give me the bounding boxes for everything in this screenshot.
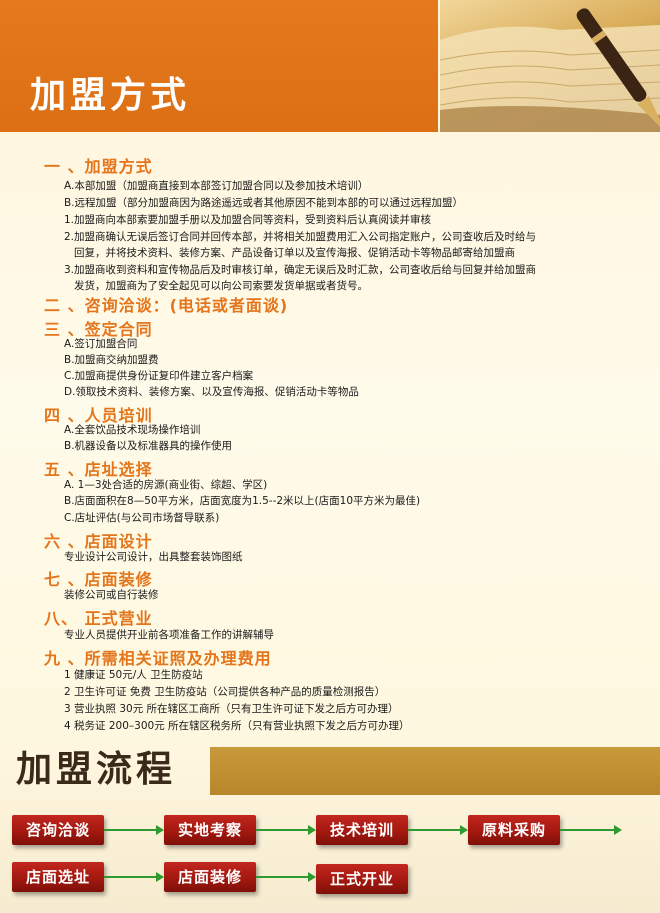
flow-arrow xyxy=(104,872,164,882)
flow-step-inspect: 实地考察 xyxy=(164,815,256,845)
section-4-line: A.全套饮品技术现场操作培训 xyxy=(64,424,201,436)
section-6-line: 专业设计公司设计，出具整套装饰图纸 xyxy=(64,551,243,563)
flow-step-site-selection: 店面选址 xyxy=(12,862,104,892)
section-3-line: B.加盟商交纳加盟费 xyxy=(64,354,159,366)
section-title-6: 六 、店面设计 xyxy=(44,532,153,551)
section-title-3: 三 、签定合同 xyxy=(44,320,153,339)
section-3-line: A.签订加盟合同 xyxy=(64,338,138,350)
flow-step-decoration: 店面装修 xyxy=(164,862,256,892)
section-title-4: 四 、人员培训 xyxy=(44,406,153,425)
section-3-line: C.加盟商提供身份证复印件建立客户档案 xyxy=(64,370,254,382)
section-title-5: 五 、店址选择 xyxy=(44,460,153,479)
section-1-line: 1.加盟商向本部索要加盟手册以及加盟合同等资料，受到资料后认真阅读并审核 xyxy=(64,214,432,226)
section-title-8: 八、 正式营业 xyxy=(44,609,153,628)
flow-arrow xyxy=(104,825,164,835)
section-title-2: 二 、咨询洽谈：(电话或者面谈) xyxy=(44,296,289,315)
flow-step-opening: 正式开业 xyxy=(316,864,408,894)
flow-arrow xyxy=(256,825,316,835)
section-5-line: B.店面面积在8—50平方米，店面宽度为1.5--2米以上(店面10平方米为最佳… xyxy=(64,495,421,507)
section-8-line: 专业人员提供开业前各项准备工作的讲解辅导 xyxy=(64,629,274,641)
section-1-line: 3.加盟商收到资料和宣传物品后及时审核订单，确定无误后及时汇款，公司查收后给与回… xyxy=(64,264,537,276)
section-5-line: C.店址评估(与公司市场督导联系) xyxy=(64,512,220,524)
section-9-line: 1 健康证 50元/人 卫生防疫站 xyxy=(64,669,203,681)
flow-step-purchase: 原料采购 xyxy=(468,815,560,845)
section-9-line: 4 税务证 200–300元 所在辖区税务所（只有营业执照下发之后方可办理） xyxy=(64,720,410,732)
flow-step-training: 技术培训 xyxy=(316,815,408,845)
fountain-pen-photo xyxy=(440,0,660,132)
flow-title: 加盟流程 xyxy=(16,749,177,790)
flow-step-consult: 咨询洽谈 xyxy=(12,815,104,845)
page-title: 加盟方式 xyxy=(30,75,191,116)
section-1-line: A.本部加盟（加盟商直接到本部签订加盟合同以及参加技术培训） xyxy=(64,180,369,192)
flow-title-band xyxy=(210,747,660,795)
section-5-line: A. 1—3处合适的房源(商业街、综超、学区) xyxy=(64,479,268,491)
section-title-7: 七 、店面装修 xyxy=(44,570,153,589)
flow-arrow xyxy=(408,825,468,835)
section-1-line: 发货，加盟商为了安全起见可以向公司索要发货单据或者货号。 xyxy=(74,280,368,292)
section-title-9: 九 、所需相关证照及办理费用 xyxy=(44,649,272,668)
flow-arrow xyxy=(256,872,316,882)
section-9-line: 2 卫生许可证 免费 卫生防疫站（公司提供各种产品的质量检测报告） xyxy=(64,686,386,698)
section-1-line: B.远程加盟（部分加盟商因为路途遥远或者其他原因不能到本部的可以通过远程加盟） xyxy=(64,197,464,209)
section-1-line: 2.加盟商确认无误后签订合同并回传本部，并将相关加盟费用汇入公司指定账户，公司查… xyxy=(64,231,537,243)
section-1-line: 回复，并将技术资料、装修方案、产品设备订单以及宣传海报、促销活动卡等物品邮寄给加… xyxy=(74,247,515,259)
section-9-line: 3 营业执照 30元 所在辖区工商所（只有卫生许可证下发之后方可办理） xyxy=(64,703,399,715)
section-4-line: B.机器设备以及标准器具的操作使用 xyxy=(64,440,233,452)
header-band: 加盟方式 xyxy=(0,0,438,132)
section-7-line: 装修公司或自行装修 xyxy=(64,589,159,601)
section-3-line: D.领取技术资料、装修方案、以及宣传海报、促销活动卡等物品 xyxy=(64,386,359,398)
section-title-1: 一 、加盟方式 xyxy=(44,157,153,176)
flow-arrow xyxy=(560,825,622,835)
